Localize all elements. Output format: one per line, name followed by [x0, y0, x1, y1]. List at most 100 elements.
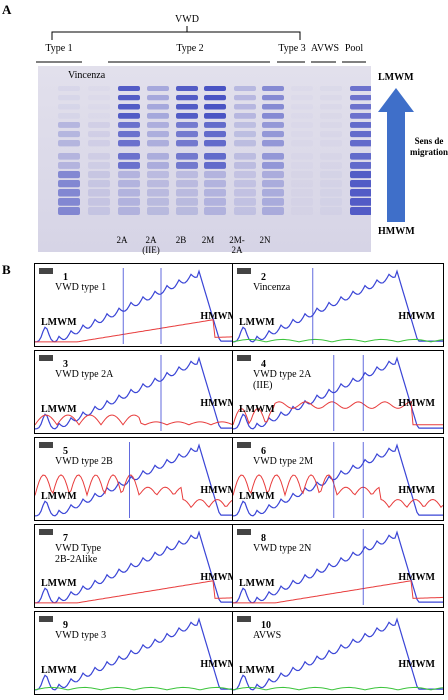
gel-band: [320, 140, 342, 146]
gel-band: [291, 140, 313, 146]
gel-band: [262, 189, 284, 197]
chart-lmwm-label: LMWM: [239, 578, 275, 589]
lane-tag-5: 2B: [175, 235, 187, 245]
software-logo: [39, 355, 53, 361]
patient-curve: [233, 401, 443, 426]
gel-band: [147, 189, 169, 197]
gel-band: [350, 162, 371, 169]
gel-band: [88, 162, 110, 169]
gel-band: [262, 180, 284, 188]
gel-band: [320, 207, 342, 215]
vwd-label: VWD: [175, 14, 199, 25]
chart-hmwm-label: HMWM: [398, 572, 435, 583]
chart-plot: [35, 617, 245, 691]
group-brackets: [36, 26, 366, 63]
gel-band: [118, 162, 140, 169]
gel-band: [88, 198, 110, 206]
chart-plot: [233, 529, 443, 605]
gel-band: [88, 189, 110, 197]
gel-band: [204, 104, 226, 110]
gel-band: [204, 189, 226, 197]
gel-band: [320, 131, 342, 137]
chart-title: VWD type 2M: [253, 456, 313, 467]
chart-lmwm-label: LMWM: [239, 404, 275, 415]
gel-band: [176, 104, 198, 110]
gel-band: [234, 162, 256, 169]
gel-band: [291, 113, 313, 119]
chart-title: VWD Type 2B-2Alike: [55, 543, 102, 565]
lane-tag-7: 2M- 2A: [229, 235, 245, 255]
chart-lmwm-label: LMWM: [41, 404, 77, 415]
gel-band: [176, 153, 198, 160]
group-type3: Type 3: [278, 43, 306, 54]
gel-band: [204, 171, 226, 179]
reference-curve: [35, 530, 245, 604]
gel-band: [176, 180, 198, 188]
gel-band: [320, 113, 342, 119]
gel-band: [88, 153, 110, 160]
gel-band: [204, 131, 226, 138]
patient-curve: [233, 338, 443, 343]
gel-band: [291, 86, 313, 91]
gel-band: [320, 180, 342, 188]
gel-band: [234, 122, 256, 128]
chart-hmwm-label: HMWM: [398, 398, 435, 409]
gel-band: [204, 95, 226, 101]
reference-curve: [35, 269, 245, 343]
gel-band: [147, 198, 169, 206]
chart-title: VWD type 2B: [55, 456, 113, 467]
patient-curve: [35, 474, 245, 509]
gel-band: [88, 171, 110, 179]
gel-band: [204, 122, 226, 128]
gel-band: [204, 162, 226, 169]
gel-band: [58, 153, 80, 160]
gel-band: [147, 104, 169, 110]
chart-plot: [233, 442, 443, 518]
panel-b-label: B: [2, 262, 11, 277]
gel-band: [291, 189, 313, 197]
chart-plot: [233, 355, 443, 431]
migration-text: Sens de migration: [410, 136, 448, 157]
gel-band: [118, 180, 140, 188]
chart-hmwm-label: HMWM: [200, 311, 237, 322]
gel-band: [58, 86, 80, 91]
reference-curve: [35, 356, 245, 430]
patient-curve: [35, 319, 245, 343]
gel-band: [118, 95, 140, 101]
chart-number: 2: [261, 272, 266, 283]
gel-band: [291, 122, 313, 128]
gel-band: [176, 189, 198, 197]
gel-band: [350, 95, 371, 101]
patient-curve: [35, 414, 245, 426]
gel-band: [58, 122, 80, 128]
chart-number: 1: [63, 272, 68, 283]
migration-arrow: [378, 88, 414, 222]
gel-band: [147, 113, 169, 119]
chart-plot: [233, 617, 443, 691]
chart-hmwm-label: HMWM: [398, 659, 435, 670]
gel-band: [320, 198, 342, 206]
gel-band: [58, 207, 80, 215]
gel-band: [88, 122, 110, 128]
gel-band: [204, 180, 226, 188]
chart-plot: [35, 355, 245, 431]
gel-band: [262, 122, 284, 128]
chart-title: VWD type 2A: [55, 369, 114, 380]
gel-band: [262, 140, 284, 147]
gel-band: [350, 131, 371, 138]
panel-a-label: A: [2, 2, 12, 17]
gel-band: [147, 140, 169, 147]
chart-lmwm-label: LMWM: [41, 491, 77, 502]
densitometry-chart-10: 10 AVWS LMWM HMWM: [232, 611, 444, 695]
gel-band: [291, 162, 313, 169]
gel-band: [118, 171, 140, 179]
gel-band: [234, 131, 256, 138]
gel-band: [320, 171, 342, 179]
gel-band: [118, 113, 140, 119]
reference-curve: [233, 443, 443, 517]
gel-band: [350, 140, 371, 147]
gel-band: [204, 207, 226, 215]
gel-band: [204, 86, 226, 91]
chart-number: 7: [63, 533, 68, 544]
patient-curve: [35, 686, 245, 691]
